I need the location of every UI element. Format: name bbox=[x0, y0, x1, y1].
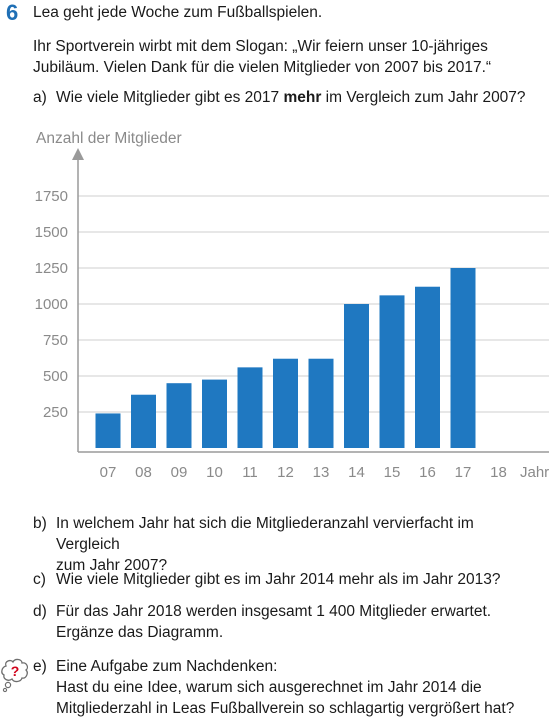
x-tick-label: 13 bbox=[313, 464, 330, 481]
thinking-question-icon: ? bbox=[1, 658, 29, 693]
question-a-text: Wie viele Mitglieder gibt es 2017 mehr i… bbox=[56, 89, 526, 106]
y-tick-label: 500 bbox=[43, 368, 68, 385]
y-tick-label: 1250 bbox=[35, 260, 68, 277]
question-e-text: Eine Aufgabe zum Nachdenken: Hast du ein… bbox=[56, 658, 515, 717]
x-tick-labels: 07 08 09 10 11 12 13 14 15 16 17 18 bbox=[100, 464, 507, 481]
task-number: 6 bbox=[6, 0, 19, 25]
x-tick-label: 09 bbox=[171, 464, 188, 481]
bar-11 bbox=[237, 367, 263, 448]
y-tick-label: 1750 bbox=[35, 188, 68, 205]
svg-text:?: ? bbox=[11, 663, 20, 679]
x-tick-label: 11 bbox=[242, 464, 258, 481]
question-d-text: Für das Jahr 2018 werden insgesamt 1 400… bbox=[56, 603, 492, 641]
bar-09 bbox=[166, 383, 192, 448]
bar-08 bbox=[131, 394, 156, 448]
y-axis-arrow bbox=[72, 148, 84, 160]
x-tick-label: 18 bbox=[490, 464, 507, 481]
x-tick-label: 07 bbox=[100, 464, 117, 481]
question-c-text: Wie viele Mitglieder gibt es im Jahr 201… bbox=[56, 571, 501, 588]
question-b-label: b) bbox=[33, 515, 47, 532]
y-tick-label: 250 bbox=[43, 404, 68, 421]
y-axis-title: Anzahl der Mitglieder bbox=[36, 130, 182, 147]
task-title: Lea geht jede Woche zum Fußballspielen. bbox=[33, 4, 323, 21]
x-tick-label: 08 bbox=[135, 464, 152, 481]
x-tick-label: 15 bbox=[384, 464, 401, 481]
y-tick-labels: 250 500 750 1000 1250 1500 1750 bbox=[35, 188, 68, 421]
bar-13 bbox=[308, 358, 334, 448]
bar-07 bbox=[95, 413, 121, 448]
intro-line-2: Jubiläum. Vielen Dank für die vielen Mit… bbox=[33, 59, 492, 76]
intro-line-1: Ihr Sportverein wirbt mit dem Slogan: „W… bbox=[33, 38, 488, 55]
question-a-bold: mehr bbox=[283, 89, 322, 106]
bar-series bbox=[95, 268, 476, 448]
question-d-label: d) bbox=[33, 603, 47, 620]
y-tick-label: 750 bbox=[43, 332, 68, 349]
x-tick-label: 14 bbox=[348, 464, 365, 481]
bar-15 bbox=[379, 295, 405, 448]
y-tick-label: 1000 bbox=[35, 296, 68, 313]
question-e-label: e) bbox=[33, 658, 47, 675]
question-c-label: c) bbox=[33, 571, 46, 588]
bar-14 bbox=[344, 304, 369, 448]
bar-10 bbox=[202, 379, 227, 448]
x-tick-label: 10 bbox=[206, 464, 223, 481]
x-axis-title: Jahr bbox=[520, 464, 549, 481]
bar-12 bbox=[273, 358, 298, 448]
bar-16 bbox=[415, 286, 440, 448]
x-tick-label: 16 bbox=[419, 464, 436, 481]
x-tick-label: 17 bbox=[455, 464, 472, 481]
bar-17 bbox=[450, 268, 476, 448]
bar-chart: Anzahl der Mitglieder 250 500 750 1000 1250 1… bbox=[35, 130, 549, 481]
question-a-label: a) bbox=[33, 89, 47, 106]
y-tick-label: 1500 bbox=[35, 224, 68, 241]
x-tick-label: 12 bbox=[277, 464, 294, 481]
task-intro: Ihr Sportverein wirbt mit dem Slogan: „W… bbox=[33, 36, 543, 78]
question-b-text: In welchem Jahr hat sich die Mitgliedera… bbox=[56, 515, 474, 574]
